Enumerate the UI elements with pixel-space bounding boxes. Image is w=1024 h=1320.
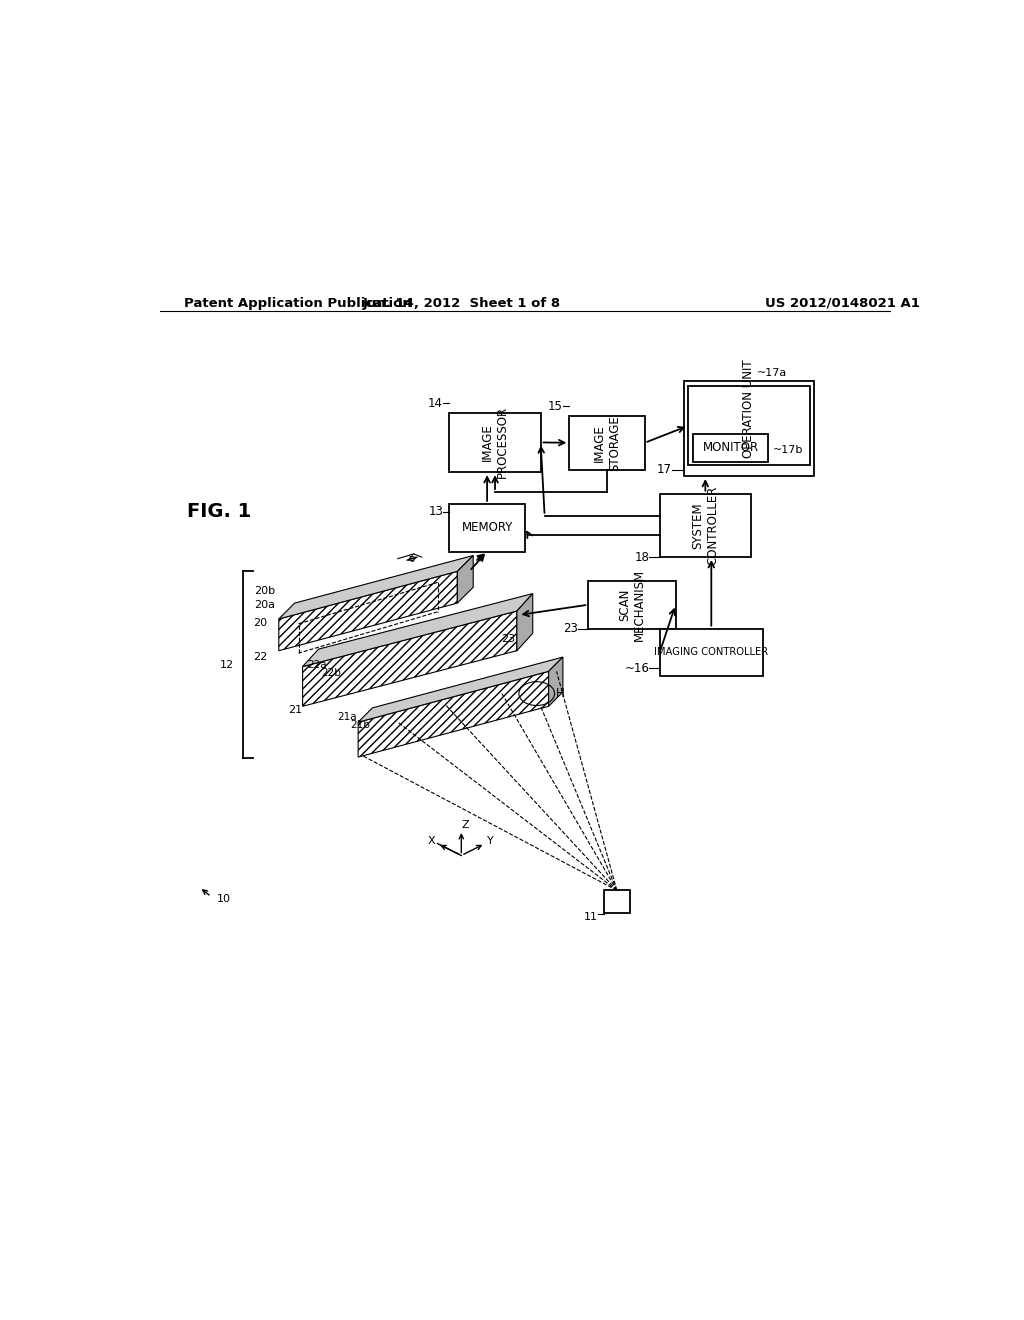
Text: 23: 23	[501, 634, 515, 644]
Polygon shape	[358, 657, 563, 722]
FancyBboxPatch shape	[659, 628, 763, 676]
Text: H: H	[556, 688, 565, 700]
Text: FIG. 1: FIG. 1	[187, 503, 251, 521]
Text: Y: Y	[486, 836, 494, 846]
Text: 20b: 20b	[254, 586, 274, 597]
Text: 17: 17	[656, 463, 672, 477]
Text: IMAGING CONTROLLER: IMAGING CONTROLLER	[654, 647, 768, 657]
Text: 23: 23	[563, 622, 578, 635]
Text: IMAGE
PROCESSOR: IMAGE PROCESSOR	[481, 407, 509, 478]
FancyBboxPatch shape	[569, 416, 645, 470]
FancyBboxPatch shape	[659, 494, 751, 557]
Text: 20a: 20a	[254, 601, 274, 610]
Text: ~16: ~16	[625, 661, 649, 675]
Text: MEMORY: MEMORY	[462, 521, 513, 535]
Text: 13: 13	[428, 506, 443, 519]
Polygon shape	[279, 556, 473, 619]
Polygon shape	[303, 611, 517, 706]
Text: SYSTEM
CONTROLLER: SYSTEM CONTROLLER	[691, 486, 719, 565]
Text: 12: 12	[219, 660, 233, 669]
Text: 22b: 22b	[321, 668, 341, 678]
Text: ~17b: ~17b	[772, 445, 803, 455]
Text: 18: 18	[635, 550, 649, 564]
Polygon shape	[279, 572, 458, 651]
Text: 10: 10	[217, 894, 230, 904]
Text: OPERATION UNIT: OPERATION UNIT	[742, 359, 756, 458]
Text: SCAN
MECHANISM: SCAN MECHANISM	[617, 569, 646, 640]
FancyBboxPatch shape	[450, 504, 524, 552]
FancyBboxPatch shape	[693, 434, 768, 462]
FancyBboxPatch shape	[604, 891, 630, 912]
Text: X: X	[427, 836, 435, 846]
Text: 21a: 21a	[337, 711, 356, 722]
Text: ~17a: ~17a	[758, 368, 787, 378]
Text: Patent Application Publication: Patent Application Publication	[183, 297, 412, 310]
Polygon shape	[458, 556, 473, 603]
Polygon shape	[517, 594, 532, 651]
Text: IMAGE
STORAGE: IMAGE STORAGE	[593, 414, 621, 471]
Text: Jun. 14, 2012  Sheet 1 of 8: Jun. 14, 2012 Sheet 1 of 8	[362, 297, 560, 310]
Text: US 2012/0148021 A1: US 2012/0148021 A1	[765, 297, 920, 310]
Text: 22a: 22a	[307, 660, 327, 671]
Text: MONITOR: MONITOR	[702, 441, 759, 454]
Text: 11: 11	[584, 912, 598, 921]
Text: 21b: 21b	[350, 719, 370, 730]
Text: 14: 14	[428, 396, 443, 409]
FancyBboxPatch shape	[688, 387, 810, 465]
FancyBboxPatch shape	[684, 381, 814, 477]
Text: 20: 20	[253, 618, 267, 628]
FancyBboxPatch shape	[588, 581, 676, 628]
Polygon shape	[303, 594, 532, 667]
Text: 22: 22	[253, 652, 267, 663]
Text: 21: 21	[289, 705, 303, 715]
Polygon shape	[358, 672, 549, 758]
Polygon shape	[549, 657, 563, 706]
Text: 15: 15	[548, 400, 563, 413]
FancyBboxPatch shape	[450, 413, 541, 473]
Text: Z: Z	[462, 820, 469, 830]
